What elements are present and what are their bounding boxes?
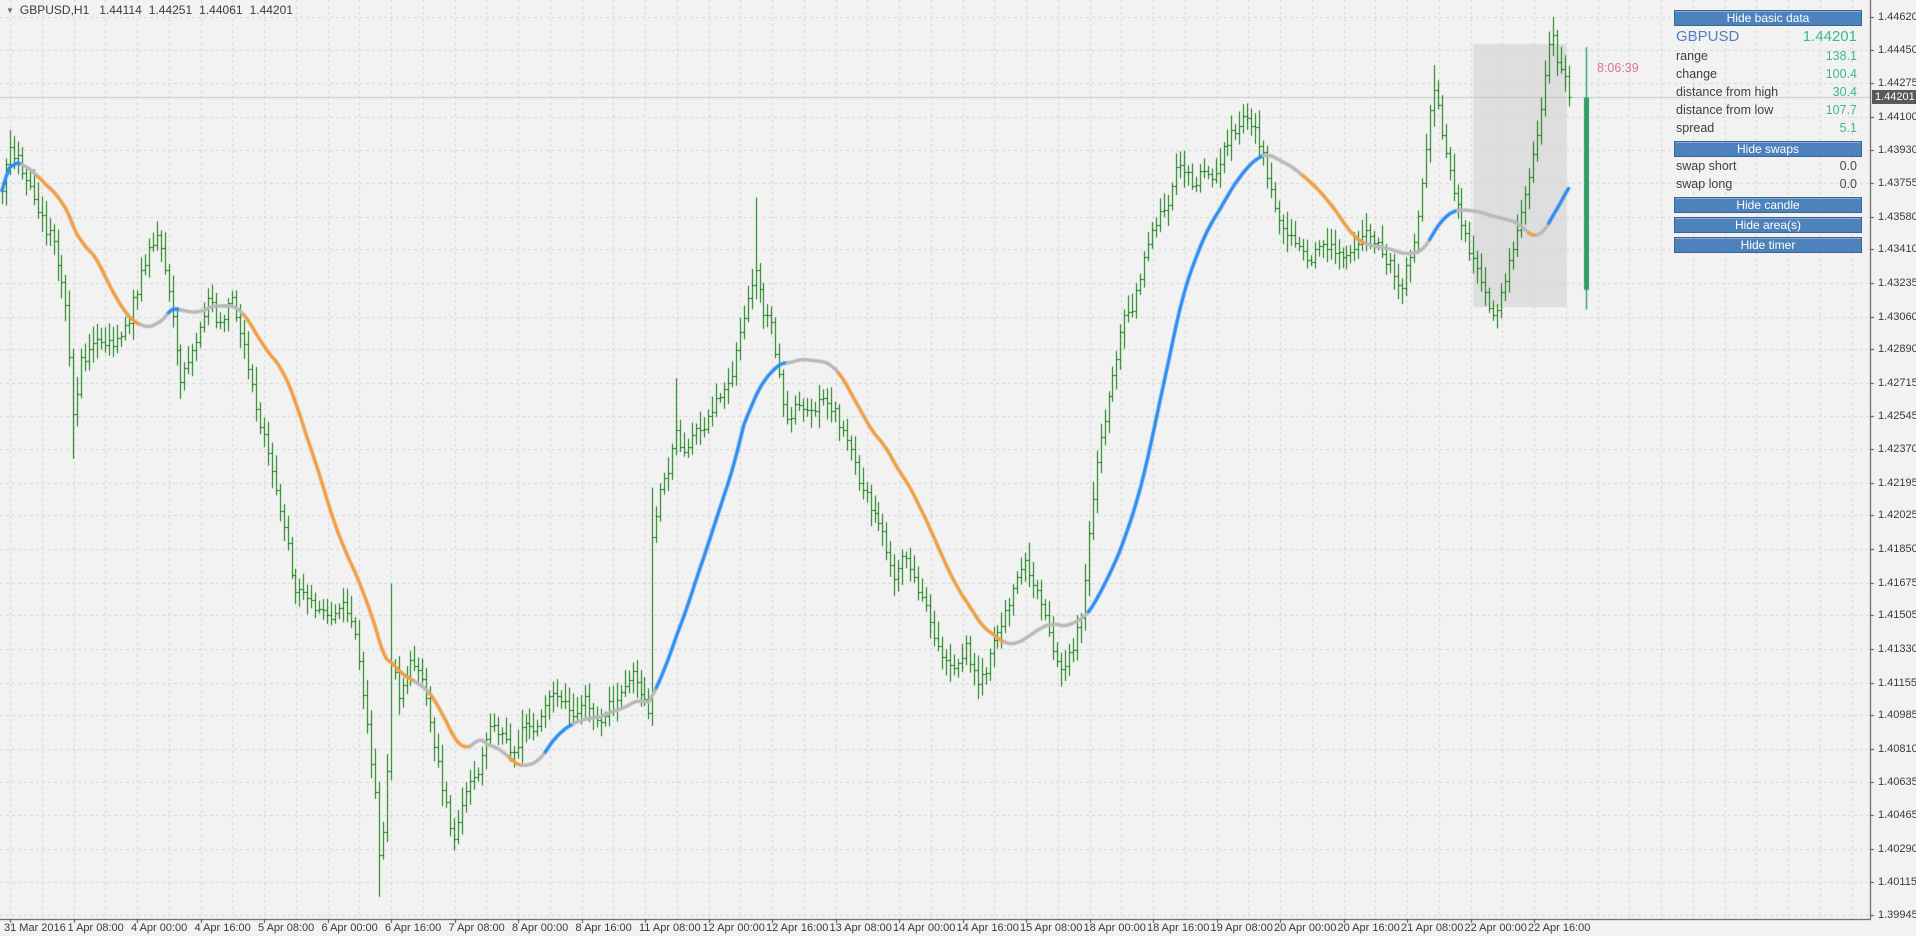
stat-value: 100.4 <box>1825 67 1857 81</box>
price-axis-label: 1.40985 <box>1878 709 1916 722</box>
price-axis-label: 1.41850 <box>1878 543 1916 556</box>
stat-value: 0.0 <box>1839 177 1857 191</box>
time-axis-label: 22 Apr 00:00 <box>1464 922 1527 934</box>
price-axis-label: 1.40635 <box>1878 776 1916 789</box>
price-axis-label: 1.43060 <box>1878 310 1916 323</box>
time-axis-label: 21 Apr 08:00 <box>1401 922 1464 934</box>
time-axis-label: 6 Apr 00:00 <box>321 922 378 934</box>
time-axis-label: 18 Apr 16:00 <box>1147 922 1210 934</box>
time-axis-label: 31 Mar 2016 <box>4 922 66 934</box>
low-value: 1.44061 <box>199 3 243 17</box>
stat-value: 5.1 <box>1839 121 1857 135</box>
close-value: 1.44201 <box>249 3 293 17</box>
price-axis-label: 1.39945 <box>1878 909 1916 921</box>
ohlc-header: ▼ GBPUSD,H1 1.44114 1.44251 1.44061 1.44… <box>6 3 300 17</box>
price-axis-label: 1.42025 <box>1878 509 1916 522</box>
price-axis-label: 1.43580 <box>1878 210 1916 223</box>
price-axis-label: 1.43930 <box>1878 143 1916 156</box>
hide-candle-button[interactable]: Hide candle <box>1674 197 1862 213</box>
price-axis-label: 1.42890 <box>1878 343 1916 356</box>
hide-basic-data-button[interactable]: Hide basic data <box>1674 10 1862 26</box>
stat-value: 138.1 <box>1825 49 1857 63</box>
stat-row-spread: spread 5.1 <box>1674 119 1862 137</box>
stat-value: 107.7 <box>1825 103 1857 117</box>
time-axis-label: 12 Apr 16:00 <box>766 922 829 934</box>
price-axis-label: 1.42715 <box>1878 376 1916 389</box>
time-axis-label: 7 Apr 08:00 <box>448 922 505 934</box>
price-axis-label: 1.44275 <box>1878 77 1916 90</box>
time-axis-label: 4 Apr 16:00 <box>194 922 251 934</box>
stat-label: swap short <box>1676 159 1737 173</box>
time-axis-label: 1 Apr 08:00 <box>67 922 124 934</box>
time-axis-label: 22 Apr 16:00 <box>1528 922 1591 934</box>
time-axis-label: 8 Apr 16:00 <box>575 922 632 934</box>
stat-label: spread <box>1676 121 1715 135</box>
stat-label: distance from low <box>1676 103 1774 117</box>
time-axis-label: 5 Apr 08:00 <box>258 922 315 934</box>
stat-row-distance-from-low: distance from low 107.7 <box>1674 101 1862 119</box>
time-axis-label: 20 Apr 00:00 <box>1274 922 1337 934</box>
time-axis-label: 6 Apr 16:00 <box>385 922 442 934</box>
open-value: 1.44114 <box>99 3 142 17</box>
price-axis-label: 1.43410 <box>1878 243 1916 256</box>
current-price-tag: 1.44201 <box>1872 90 1916 105</box>
hide-areas-button[interactable]: Hide area(s) <box>1674 217 1862 233</box>
price-axis-label: 1.41155 <box>1878 676 1916 689</box>
time-axis-label: 11 Apr 08:00 <box>639 922 701 934</box>
time-axis-label: 4 Apr 00:00 <box>131 922 188 934</box>
stat-label: swap long <box>1676 177 1733 191</box>
hide-timer-button[interactable]: Hide timer <box>1674 237 1862 253</box>
symbol-price-row: GBPUSD 1.44201 <box>1674 26 1862 47</box>
price-axis-label: 1.44450 <box>1878 43 1916 56</box>
stat-rows: range 138.1 change 100.4 distance from high 3… <box>1674 47 1862 137</box>
stat-label: range <box>1676 49 1708 63</box>
panel-symbol-label: GBPUSD <box>1676 28 1740 45</box>
price-axis-label: 1.40465 <box>1878 809 1916 822</box>
stat-label: change <box>1676 67 1718 81</box>
price-axis-label: 1.41505 <box>1878 609 1916 622</box>
candle-countdown-timer: 8:06:39 <box>1597 61 1639 75</box>
time-axis-label: 19 Apr 08:00 <box>1210 922 1273 934</box>
price-axis-label: 1.40290 <box>1878 842 1916 855</box>
price-axis-label: 1.43755 <box>1878 177 1916 190</box>
stat-value: 30.4 <box>1832 85 1857 99</box>
time-axis-label: 12 Apr 00:00 <box>702 922 765 934</box>
time-axis-label: 18 Apr 00:00 <box>1083 922 1146 934</box>
high-value: 1.44251 <box>148 3 193 17</box>
time-axis-label: 15 Apr 08:00 <box>1020 922 1083 934</box>
symbol-dropdown-icon[interactable]: ▼ <box>6 5 14 15</box>
stat-row-range: range 138.1 <box>1674 47 1862 65</box>
hide-swaps-button[interactable]: Hide swaps <box>1674 141 1862 157</box>
price-axis-label: 1.44620 <box>1878 11 1916 23</box>
basic-data-panel: Hide basic data GBPUSD 1.44201 range 138.… <box>1674 10 1862 253</box>
price-axis-label: 1.43235 <box>1878 277 1916 290</box>
stat-label: distance from high <box>1676 85 1779 99</box>
price-axis-label: 1.40115 <box>1878 876 1916 889</box>
stat-row-distance-from-high: distance from high 30.4 <box>1674 83 1862 101</box>
symbol-period-label: GBPUSD,H1 <box>19 3 90 17</box>
price-axis-label: 1.42370 <box>1878 443 1916 456</box>
swap-row-swap-long: swap long 0.0 <box>1674 175 1862 193</box>
stat-row-change: change 100.4 <box>1674 65 1862 83</box>
price-axis-label: 1.41330 <box>1878 642 1916 655</box>
price-axis-label: 1.42195 <box>1878 476 1916 489</box>
time-axis-label: 14 Apr 16:00 <box>956 922 1019 934</box>
price-axis-label: 1.42545 <box>1878 409 1916 422</box>
time-axis-label: 20 Apr 16:00 <box>1337 922 1400 934</box>
price-axis-label: 1.44100 <box>1878 110 1916 123</box>
swap-rows: swap short 0.0 swap long 0.0 <box>1674 157 1862 193</box>
time-axis-label: 8 Apr 00:00 <box>512 922 569 934</box>
panel-symbol-price: 1.44201 <box>1802 28 1857 45</box>
price-axis-label: 1.41675 <box>1878 576 1916 589</box>
swap-row-swap-short: swap short 0.0 <box>1674 157 1862 175</box>
time-axis-label: 13 Apr 08:00 <box>829 922 892 934</box>
stat-value: 0.0 <box>1839 159 1857 173</box>
time-axis-label: 14 Apr 00:00 <box>893 922 956 934</box>
price-axis-label: 1.40810 <box>1878 742 1916 755</box>
